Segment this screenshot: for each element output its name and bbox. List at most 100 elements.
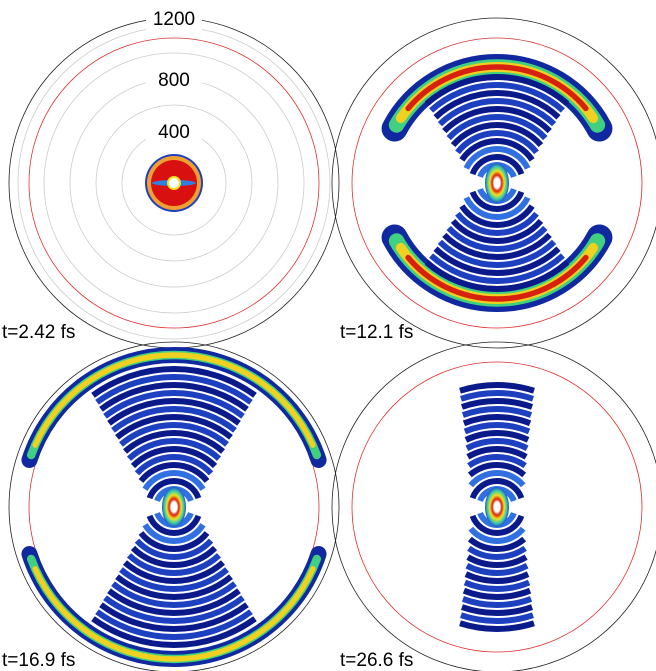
fringe <box>464 430 530 443</box>
fringe <box>123 560 225 584</box>
fringe <box>91 616 257 648</box>
fringe <box>463 579 531 592</box>
fringe <box>446 114 548 141</box>
outer-boundary <box>8 341 340 671</box>
ring-label: 800 <box>158 70 190 91</box>
fringe <box>429 253 565 284</box>
fringe <box>433 246 561 276</box>
fringe <box>464 571 530 584</box>
fringe <box>134 538 214 560</box>
fringe <box>91 366 257 398</box>
fringe <box>138 531 210 552</box>
outer-boundary <box>331 17 656 349</box>
fringe <box>450 122 544 148</box>
fringe <box>459 620 535 632</box>
panel-label: t=16.9 fs <box>2 650 75 671</box>
fringe <box>433 90 561 120</box>
fringe <box>469 514 525 536</box>
density-core <box>167 176 181 190</box>
fringe <box>465 438 529 451</box>
fringe <box>142 523 206 544</box>
fringe <box>115 574 233 600</box>
fringe <box>459 382 535 394</box>
fringe <box>455 130 539 155</box>
fringe <box>424 260 570 292</box>
fringe <box>103 390 245 419</box>
fringe <box>459 138 535 162</box>
fringe <box>99 602 249 632</box>
fringe <box>446 225 548 252</box>
fringe <box>468 470 526 488</box>
fringe <box>465 563 529 576</box>
fringe <box>126 553 222 576</box>
fringe <box>461 406 533 418</box>
fringe <box>463 146 531 170</box>
ring-label: 400 <box>158 122 190 143</box>
fringe <box>142 470 206 491</box>
fringe <box>424 74 570 106</box>
fringe <box>469 190 525 212</box>
absorber-boundary <box>351 361 643 653</box>
outer-boundary <box>331 341 656 671</box>
fringe <box>437 239 557 268</box>
panel <box>331 341 656 671</box>
panel <box>8 341 340 671</box>
fringe <box>466 554 528 568</box>
fringe <box>455 211 539 236</box>
fringe <box>119 567 229 592</box>
wave-front <box>405 254 589 302</box>
fringe <box>466 446 528 460</box>
fringe <box>450 218 544 244</box>
density-core <box>485 487 509 527</box>
fringe <box>463 422 531 435</box>
label-bg <box>146 67 202 91</box>
fringe <box>130 446 218 469</box>
fringe <box>461 596 533 608</box>
fringe <box>138 462 210 483</box>
wave-front <box>32 352 316 448</box>
density-core <box>485 163 509 203</box>
fringe <box>146 478 202 500</box>
ring-label: 1200 <box>153 9 195 30</box>
fringe <box>460 390 534 402</box>
fringe <box>126 438 222 461</box>
wave-front <box>32 566 316 662</box>
absorber-boundary <box>351 37 643 329</box>
fringe <box>469 154 525 176</box>
fringe <box>442 106 552 134</box>
grid-ring <box>43 52 305 314</box>
panel-label: t=2.42 fs <box>2 322 75 343</box>
label-bg <box>146 119 202 143</box>
fringe <box>442 232 552 260</box>
fringe <box>463 196 531 220</box>
fringe <box>115 414 233 440</box>
fringe <box>467 454 527 469</box>
fringe <box>459 204 535 228</box>
fringe <box>460 604 534 616</box>
fringe <box>467 545 527 560</box>
fringe <box>111 406 237 433</box>
fringe <box>467 462 527 478</box>
fringe <box>99 382 249 412</box>
fringe <box>119 422 229 447</box>
grid-ring <box>95 104 253 262</box>
density-core <box>162 487 186 527</box>
fringe <box>103 595 245 624</box>
fringe <box>469 478 525 500</box>
panel-label: t=12.1 fs <box>340 322 413 343</box>
fringe <box>107 398 241 426</box>
fringe <box>467 536 527 552</box>
panel <box>331 17 656 349</box>
fringe <box>123 430 225 454</box>
fringe <box>429 82 565 113</box>
fringe <box>130 545 218 568</box>
fringe <box>462 587 532 600</box>
wave-front <box>405 64 589 112</box>
fringe <box>146 514 202 536</box>
fringe <box>95 374 253 405</box>
fringe <box>468 526 526 544</box>
fringe <box>460 612 534 624</box>
fringe <box>460 398 534 410</box>
